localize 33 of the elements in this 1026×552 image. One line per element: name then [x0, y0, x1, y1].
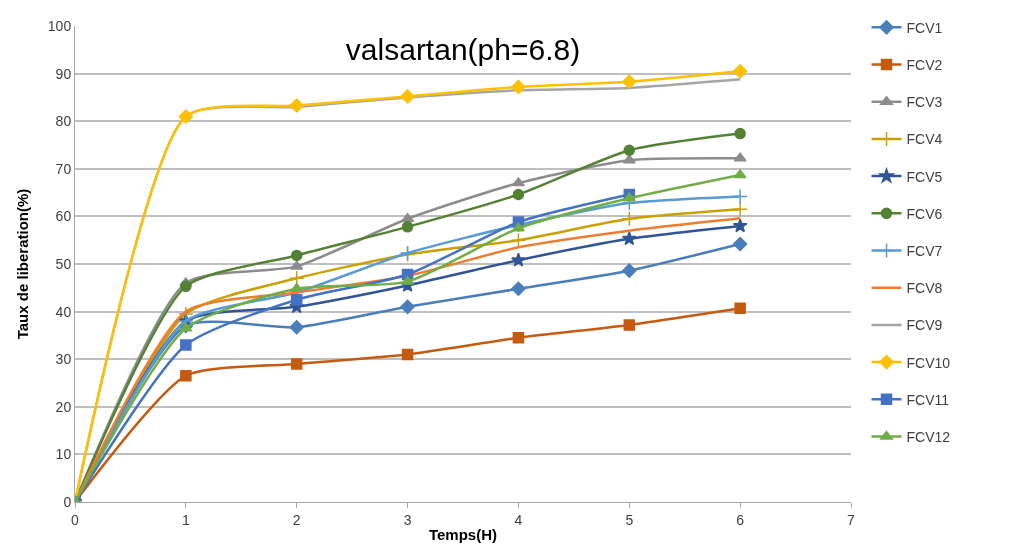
legend-label: FCV6 [906, 205, 943, 222]
y-tick-label: 100 [47, 17, 72, 34]
legend-label: FCV9 [906, 317, 943, 334]
x-tick-label: 7 [847, 511, 856, 528]
legend-label: FCV7 [906, 242, 943, 259]
legend-label: FCV8 [906, 280, 943, 297]
y-tick-label: 80 [55, 113, 72, 130]
y-tick-label: 70 [55, 160, 72, 177]
y-tick-label: 0 [63, 493, 72, 510]
y-axis-title: Taux de liberation(%) [14, 188, 32, 340]
y-tick-label: 50 [55, 255, 72, 272]
y-tick-label: 90 [55, 65, 72, 82]
legend-label: FCV12 [906, 428, 951, 445]
x-tick-label: 6 [736, 511, 745, 528]
x-tick-label: 3 [403, 511, 412, 528]
x-tick-label: 2 [292, 511, 301, 528]
y-tick-label: 40 [55, 303, 72, 320]
x-tick-label: 4 [514, 511, 523, 528]
legend-label: FCV5 [906, 168, 943, 185]
legend-label: FCV2 [906, 56, 943, 73]
legend-label: FCV3 [906, 94, 943, 111]
x-tick-label: 1 [181, 511, 190, 528]
x-tick-label: 5 [625, 511, 634, 528]
chart-title: valsartan(ph=6.8) [345, 32, 581, 66]
x-axis-title: Temps(H) [428, 525, 498, 543]
y-tick-label: 10 [55, 446, 72, 463]
legend-label: FCV4 [906, 131, 943, 148]
legend-label: FCV10 [906, 354, 951, 371]
legend-label: FCV1 [906, 19, 943, 36]
y-tick-label: 30 [55, 351, 72, 368]
y-tick-label: 60 [55, 208, 72, 225]
y-tick-label: 20 [55, 398, 72, 415]
legend-label: FCV11 [906, 391, 950, 408]
